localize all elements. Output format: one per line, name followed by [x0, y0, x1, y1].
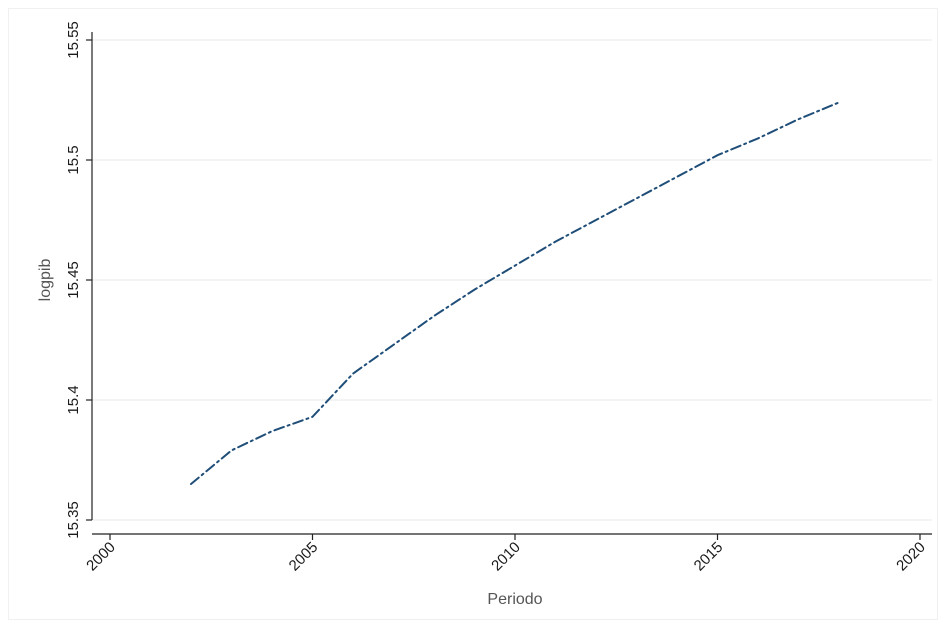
y-tick-label: 15.55: [65, 21, 82, 59]
x-tick-label: 2000: [83, 539, 119, 575]
chart-panel: [8, 8, 938, 620]
y-tick-label: 15.35: [65, 501, 82, 539]
series-layer: [190, 101, 840, 485]
x-tick-label: 2020: [893, 539, 929, 575]
ticks: 15.35 15.4 15.45 15.5 15.55 2000 2005 2010 2015 2…: [65, 21, 929, 574]
y-tick-label: 15.5: [65, 145, 82, 174]
series-line: [190, 101, 840, 485]
y-tick-label: 15.45: [65, 261, 82, 299]
x-tick-label: 2005: [286, 539, 322, 575]
gridlines: [92, 39, 932, 521]
axes: [91, 32, 932, 535]
x-tick-label: 2010: [488, 539, 524, 575]
x-axis-title: Periodo: [487, 591, 542, 608]
y-tick-label: 15.4: [65, 385, 82, 414]
y-axis-title: logpib: [37, 259, 54, 302]
x-tick-label: 2015: [691, 539, 727, 575]
